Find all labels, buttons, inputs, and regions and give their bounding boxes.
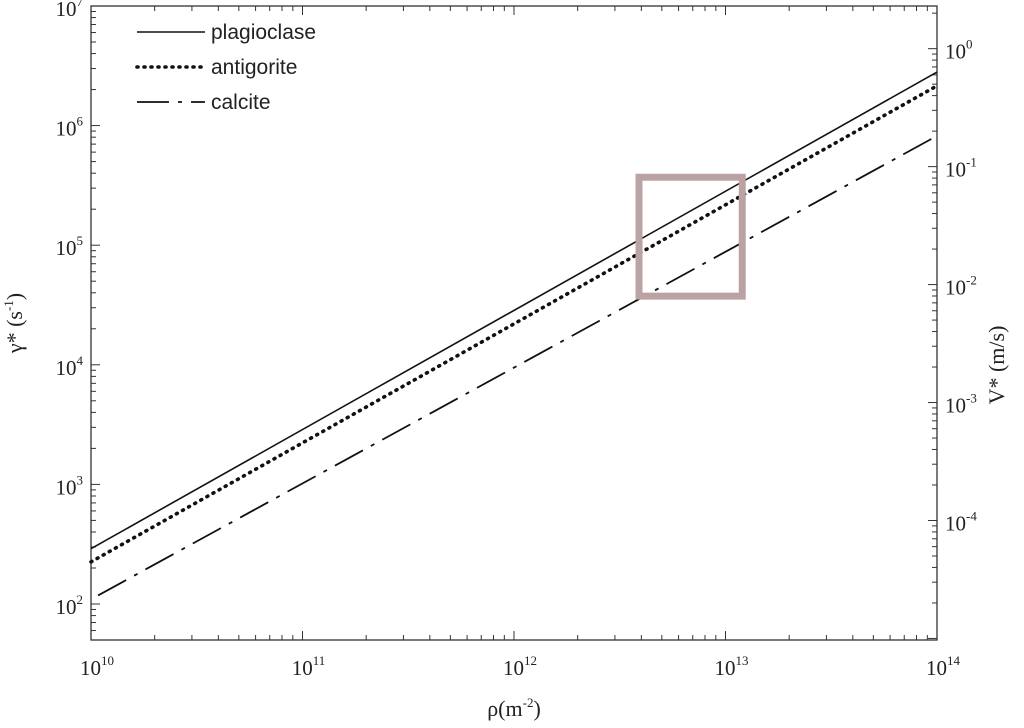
y2-tick-label: 100 bbox=[945, 37, 973, 64]
x-tick-label-exp: 14 bbox=[947, 653, 961, 668]
y-tick-label-exp: 7 bbox=[77, 0, 84, 9]
y2-tick-label: 10-3 bbox=[945, 391, 977, 418]
x-tick-label: 1013 bbox=[715, 653, 749, 680]
x-tick-label-exp: 13 bbox=[736, 653, 749, 668]
legend: plagioclase antigorite calcite bbox=[135, 21, 316, 114]
y-tick-label: 102 bbox=[56, 592, 84, 619]
y2-tick-label-base: 10 bbox=[945, 511, 966, 535]
y-tick-label: 104 bbox=[56, 353, 84, 380]
x-tick-label-base: 10 bbox=[715, 656, 736, 680]
y2-tick-label-exp: -1 bbox=[966, 155, 977, 170]
x-tick-label-exp: 10 bbox=[101, 653, 114, 668]
y-tick-label-base: 10 bbox=[56, 595, 77, 619]
x-tick-label: 1010 bbox=[80, 653, 114, 680]
y2-tick-label-base: 10 bbox=[945, 40, 966, 64]
legend-label-plagioclase: plagioclase bbox=[211, 21, 316, 44]
y2-tick-label: 10-4 bbox=[945, 508, 977, 535]
y-axis-title: γ* (s-1) bbox=[1, 293, 27, 354]
y2-tick-label-exp: 0 bbox=[966, 37, 973, 52]
y2-tick-label-exp: -4 bbox=[966, 508, 977, 523]
y-tick-label-exp: 3 bbox=[77, 472, 84, 487]
highlight-box bbox=[635, 173, 746, 300]
y-tick-label-base: 10 bbox=[56, 356, 77, 380]
y-tick-label-base: 10 bbox=[56, 475, 77, 499]
y-tick-label: 105 bbox=[56, 233, 84, 260]
y-tick-label-base: 10 bbox=[56, 0, 77, 21]
y2-tick-label: 10-1 bbox=[945, 155, 977, 182]
legend-label-calcite: calcite bbox=[211, 91, 271, 114]
series-layer bbox=[89, 71, 939, 597]
series-line-plagioclase bbox=[90, 71, 938, 550]
y-tick-label-base: 10 bbox=[56, 117, 77, 141]
series-line-calcite bbox=[97, 135, 938, 597]
y-tick-label: 107 bbox=[56, 0, 84, 21]
y-tick-label-exp: 6 bbox=[77, 114, 84, 129]
y-tick-label-exp: 2 bbox=[77, 592, 84, 607]
y-tick-label: 103 bbox=[56, 472, 84, 499]
y-tick-label-exp: 5 bbox=[77, 233, 84, 248]
y2-axis-title: V* (m/s) bbox=[984, 326, 1009, 405]
x-tick-label-base: 10 bbox=[926, 656, 947, 680]
y2-tick-label: 10-2 bbox=[945, 273, 977, 300]
x-tick-label: 1011 bbox=[292, 653, 326, 680]
y-tick-label-base: 10 bbox=[56, 236, 77, 260]
x-tick-label: 1012 bbox=[503, 653, 537, 680]
y-tick-label-exp: 4 bbox=[77, 353, 84, 368]
x-tick-label-base: 10 bbox=[80, 656, 101, 680]
x-tick-label-base: 10 bbox=[292, 656, 313, 680]
y2-tick-label-base: 10 bbox=[945, 394, 966, 418]
x-tick-label-base: 10 bbox=[503, 656, 524, 680]
y2-tick-label-exp: -2 bbox=[966, 273, 977, 288]
legend-label-antigorite: antigorite bbox=[211, 56, 297, 79]
series-line-antigorite bbox=[89, 84, 939, 564]
x-axis-title: ρ(m-2) bbox=[487, 695, 541, 721]
y2-tick-label-exp: -3 bbox=[966, 391, 977, 406]
x-tick-label: 1014 bbox=[926, 653, 961, 680]
y-tick-label: 106 bbox=[56, 114, 84, 141]
y2-tick-label-base: 10 bbox=[945, 276, 966, 300]
y2-tick-label-base: 10 bbox=[945, 158, 966, 182]
x-tick-label-exp: 12 bbox=[524, 653, 537, 668]
x-axis-ticks: 1010 1011 1012 1013 1014 bbox=[80, 6, 961, 680]
x-tick-label-exp: 11 bbox=[313, 653, 326, 668]
